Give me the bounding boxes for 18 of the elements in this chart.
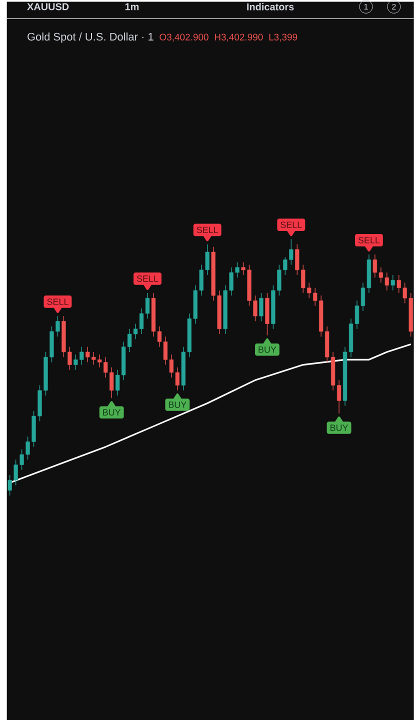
- text: H3,402.990: [214, 34, 263, 42]
- chart-title: Gold Spot / U.S. Dollar · 1: [27, 32, 154, 43]
- annotation: SELL: [196, 226, 218, 234]
- text: L3,399: [269, 34, 298, 42]
- annotation: SELL: [358, 237, 380, 244]
- text: Indicators: [247, 3, 294, 10]
- annotation: BUY: [258, 346, 276, 353]
- annotation: SELL: [47, 298, 68, 305]
- text: 1m: [125, 3, 138, 10]
- candlestick: [259, 292, 264, 322]
- candlestick: [390, 274, 395, 291]
- annotation: SELL: [136, 275, 158, 282]
- text: XAUUSD: [27, 3, 69, 10]
- text: O3,402.900: [160, 34, 208, 42]
- annotation: BUY: [103, 409, 121, 416]
- annotation: SELL: [280, 222, 302, 228]
- annotation: BUY: [330, 424, 348, 431]
- annotation: BUY: [168, 402, 186, 408]
